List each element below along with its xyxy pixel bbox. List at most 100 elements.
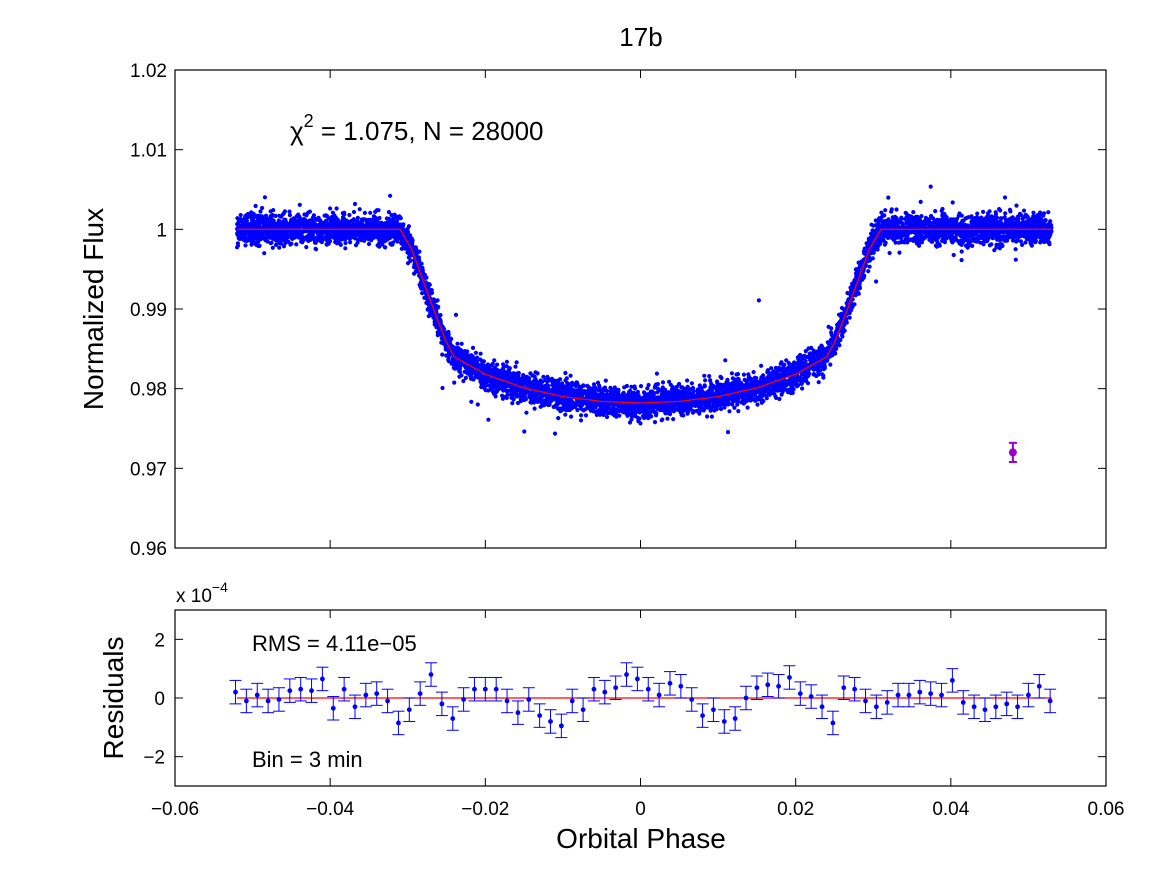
residual-point — [338, 676, 351, 702]
residual-point — [370, 681, 383, 706]
residual-marker — [558, 723, 564, 729]
residual-y-tick-label: 0 — [154, 689, 165, 710]
residual-point — [425, 662, 438, 687]
residual-marker — [667, 680, 673, 686]
residual-marker — [776, 683, 781, 689]
flux-model-curve — [237, 228, 1052, 404]
residual-point — [837, 675, 850, 700]
residual-marker — [385, 698, 390, 704]
residual-marker — [374, 691, 380, 696]
x-tick-label: −0.02 — [461, 799, 509, 820]
residual-marker — [1004, 701, 1010, 707]
residual-point — [935, 682, 948, 708]
residual-point — [740, 685, 753, 711]
residuals-scale-label: x 10−4 — [176, 579, 228, 607]
residual-point — [859, 688, 872, 714]
residual-marker — [711, 707, 716, 713]
residual-marker — [982, 707, 988, 713]
residual-point — [848, 676, 861, 702]
residual-marker — [580, 707, 586, 713]
x-tick-label: 0 — [635, 799, 646, 820]
residual-point — [283, 678, 296, 703]
residuals-y-axis-label: Residuals — [98, 637, 129, 760]
chi-square-annotation: χ2 = 1.075, N = 28000 — [290, 111, 544, 146]
residual-point — [805, 684, 818, 709]
residual-point — [1022, 682, 1035, 708]
y-tick-label: 0.96 — [130, 539, 167, 560]
residual-marker — [330, 705, 336, 711]
residual-point — [1044, 688, 1057, 714]
residual-marker — [341, 686, 347, 692]
residual-marker — [656, 692, 662, 698]
residual-y-tick-label: 2 — [154, 630, 165, 651]
residual-point — [544, 709, 557, 734]
residual-marker — [493, 686, 499, 692]
residual-marker — [732, 716, 738, 721]
residual-marker — [428, 672, 434, 677]
residual-marker — [439, 701, 445, 707]
residual-point — [468, 676, 481, 702]
residual-point — [587, 676, 600, 702]
residuals-panel: x 10−4 −2 0 2 −0.06 −0.04 −0.02 0 0.02 0.04 0.06… — [98, 579, 1124, 854]
y-tick-label: 0.99 — [130, 300, 167, 321]
residual-marker — [265, 698, 271, 704]
residual-marker — [1036, 683, 1042, 689]
residual-marker — [613, 685, 619, 691]
residual-y-tick-label: −2 — [143, 748, 165, 769]
residual-point — [729, 706, 742, 731]
residual-point — [294, 676, 307, 702]
binned-residual-points — [229, 662, 1057, 739]
residual-marker — [515, 710, 521, 716]
residual-point — [446, 706, 459, 731]
flux-x-ticks — [174, 70, 1107, 548]
residual-point — [272, 687, 285, 712]
rms-annotation: RMS = 4.11e−05 — [252, 631, 417, 656]
chart-title: 17b — [619, 22, 662, 52]
residual-marker — [624, 672, 629, 677]
residual-marker — [1015, 704, 1020, 710]
residual-point — [348, 694, 361, 720]
residual-marker — [863, 698, 868, 704]
flux-panel: 17b 0.96 0.97 0.98 0.99 1 1.01 1.02 Normalized… — [78, 22, 1107, 560]
residual-point — [533, 703, 546, 728]
residual-point — [696, 703, 709, 728]
residual-point — [609, 675, 622, 700]
residual-point — [490, 676, 503, 702]
residual-point — [501, 688, 514, 714]
chi-symbol: χ — [290, 116, 304, 146]
residual-marker — [949, 678, 955, 683]
residual-marker — [971, 704, 977, 710]
residual-point — [772, 674, 785, 699]
residual-point — [251, 682, 264, 708]
residual-marker — [689, 697, 695, 702]
residual-point — [522, 687, 535, 712]
residual-marker — [254, 692, 260, 698]
residual-point — [1033, 674, 1046, 699]
chi-superscript: 2 — [304, 111, 314, 131]
residual-point — [435, 691, 448, 717]
residual-marker — [309, 688, 314, 694]
residual-marker — [417, 691, 423, 696]
residual-marker — [645, 686, 651, 692]
residual-marker — [830, 720, 836, 726]
residual-point — [414, 681, 427, 706]
residual-marker — [841, 685, 847, 691]
residual-point — [511, 700, 524, 725]
residual-point — [750, 675, 763, 700]
residual-point — [457, 687, 470, 712]
residual-point — [305, 678, 318, 703]
y-tick-label: 1.01 — [130, 141, 167, 162]
residual-marker — [569, 698, 575, 704]
x-axis-label: Orbital Phase — [556, 823, 726, 854]
residual-point — [381, 688, 394, 714]
residual-point — [718, 709, 731, 734]
residual-marker — [298, 686, 304, 692]
residual-marker — [450, 716, 456, 721]
residual-point — [566, 688, 579, 714]
residual-marker — [276, 697, 282, 702]
residual-point — [946, 668, 959, 693]
residual-marker — [320, 676, 325, 682]
residual-marker — [960, 700, 966, 705]
residual-point — [674, 674, 687, 699]
